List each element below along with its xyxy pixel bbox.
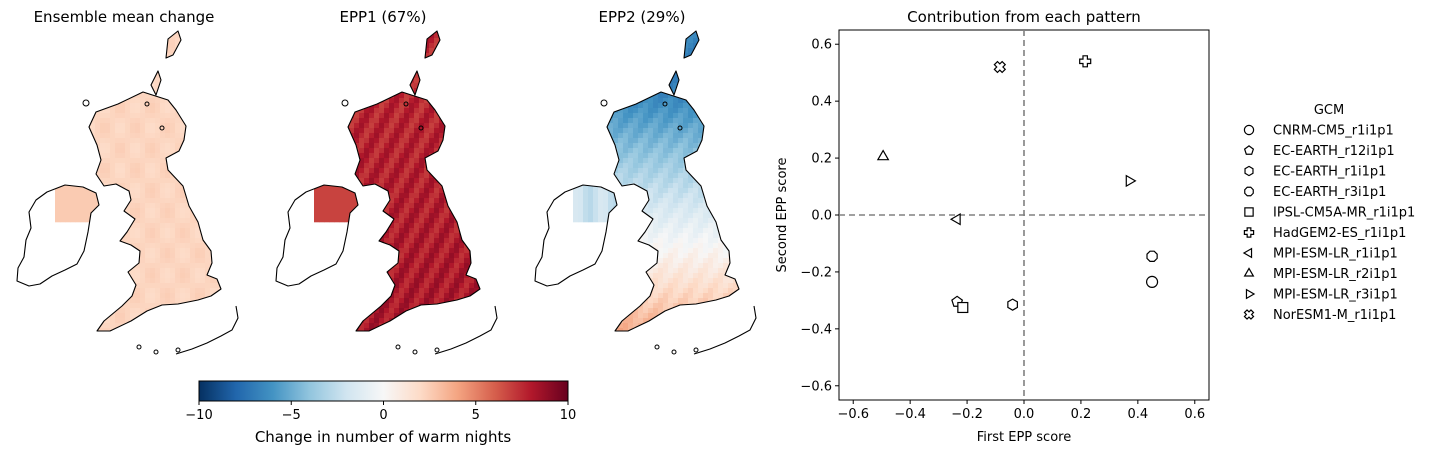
legend-label: CNRM-CM5_r1i1p1 [1273,124,1394,139]
island-outline [342,100,348,106]
legend-label: EC-EARTH_r3i1p1 [1273,185,1386,200]
colorbar-tick-label: 5 [472,408,480,423]
continent-coastline [176,306,238,354]
legend-marker [1245,268,1254,276]
y-tick-label: 0.2 [811,152,832,167]
point-IPSL-CM5A-MR_r1i1p1 [958,303,968,313]
island-outline [672,350,676,354]
y-tick-label: −0.4 [800,322,832,337]
gb-field [603,28,743,338]
map-panel-title: EPP1 (67%) [340,8,427,26]
legend-marker [1246,290,1254,299]
y-tick-label: −0.2 [800,265,832,280]
map-panel-title: Ensemble mean change [34,8,215,26]
x-tick-label: 0.0 [1014,407,1035,422]
legend-marker [1242,308,1255,321]
map-panel-2: EPP1 (67%) [276,8,497,354]
point-HadGEM2-ES_r1i1p1 [1080,56,1091,67]
continent-coastline [694,306,756,354]
x-axis-label: First EPP score [977,430,1071,445]
point-CNRM-CM5_r1i1p1 [1147,276,1158,287]
y-tick-label: 0.0 [811,209,832,224]
legend: GCM CNRM-CM5_r1i1p1 EC-EARTH_r12i1p1 EC-EA… [1242,103,1415,323]
colorbar-tick-label: −10 [185,408,212,423]
legend-item: EC-EARTH_r3i1p1 [1245,185,1387,200]
map-panels: Ensemble mean change EPP1 (67%) EPP2 (29%) [17,8,756,354]
colorbar: −10 −5 0 5 10 Change in number of warm night… [185,381,576,446]
legend-marker [1245,146,1254,154]
x-tick-label: 0.6 [1184,407,1205,422]
legend-marker [1245,208,1253,216]
legend-label: HadGEM2-ES_r1i1p1 [1273,226,1406,241]
legend-marker [1245,187,1254,196]
legend-label: NorESM1-M_r1i1p1 [1273,308,1396,323]
point-MPI-ESM-LR_r2i1p1 [878,151,888,160]
gb-field [344,28,484,338]
island-outline [694,348,698,352]
legend-label: EC-EARTH_r12i1p1 [1273,144,1395,159]
legend-label: MPI-ESM-LR_r3i1p1 [1273,288,1398,303]
island-outline [176,348,180,352]
map-panel-title: EPP2 (29%) [599,8,686,26]
scatter-chart: Contribution from each pattern −0.6−0.4−… [775,8,1209,445]
point-NorESM1-M_r1i1p1 [992,59,1008,75]
legend-label: MPI-ESM-LR_r2i1p1 [1273,267,1398,282]
island-outline [655,345,659,349]
legend-marker [1244,249,1252,258]
point-EC-EARTH_r1i1p1 [1008,299,1018,310]
legend-item: HadGEM2-ES_r1i1p1 [1244,226,1406,241]
legend-label: EC-EARTH_r1i1p1 [1273,165,1386,180]
legend-marker [1244,125,1253,134]
colorbar-label: Change in number of warm nights [255,428,512,446]
island-outline [435,348,439,352]
island-outline [154,350,158,354]
legend-item: NorESM1-M_r1i1p1 [1242,308,1396,323]
point-EC-EARTH_r3i1p1 [1147,251,1157,261]
legend-item: EC-EARTH_r1i1p1 [1245,165,1386,180]
colorbar-gradient [199,381,568,401]
colorbar-tick-label: −5 [282,408,301,423]
legend-item: MPI-ESM-LR_r2i1p1 [1245,267,1398,282]
island-outline [83,100,89,106]
reference-lines [839,30,1209,400]
legend-item: EC-EARTH_r12i1p1 [1245,144,1395,159]
x-tick-label: −0.6 [837,407,869,422]
x-tick-label: −0.4 [894,407,926,422]
legend-item: CNRM-CM5_r1i1p1 [1244,124,1393,139]
legend-marker [1244,228,1253,237]
y-axis-ticks: −0.6 −0.4 −0.2 0.0 0.2 0.4 0.6 [800,38,839,395]
y-tick-label: 0.4 [811,95,832,110]
y-axis-label: Second EPP score [775,158,790,273]
y-tick-label: −0.6 [800,379,832,394]
legend-label: IPSL-CM5A-MR_r1i1p1 [1273,206,1415,221]
colorbar-tick-label: 10 [560,408,577,423]
x-tick-label: −0.2 [951,407,983,422]
island-outline [396,345,400,349]
x-axis-ticks: −0.6 −0.4 −0.2 0.0 0.2 0.4 0.6 [837,400,1205,422]
island-outline [137,345,141,349]
chart-title: Contribution from each pattern [907,8,1141,26]
x-tick-label: 0.4 [1128,407,1149,422]
legend-item: MPI-ESM-LR_r3i1p1 [1246,288,1397,303]
legend-items: CNRM-CM5_r1i1p1 EC-EARTH_r12i1p1 EC-EARTH_… [1242,124,1415,324]
legend-title: GCM [1314,103,1344,118]
colorbar-ticks: −10 −5 0 5 10 [185,401,576,423]
data-points [878,56,1158,313]
legend-label: MPI-ESM-LR_r1i1p1 [1273,247,1398,262]
island-outline [413,350,417,354]
colorbar-tick-label: 0 [379,408,387,423]
island-outline [601,100,607,106]
legend-item: IPSL-CM5A-MR_r1i1p1 [1245,206,1415,221]
legend-marker [1245,166,1253,175]
map-panel-1: Ensemble mean change [17,8,238,354]
continent-coastline [435,306,497,354]
point-MPI-ESM-LR_r3i1p1 [1126,176,1135,186]
map-panel-3: EPP2 (29%) [535,8,756,354]
x-tick-label: 0.2 [1071,407,1092,422]
y-tick-label: 0.6 [811,38,832,53]
legend-item: MPI-ESM-LR_r1i1p1 [1244,247,1398,262]
gb-field [85,28,225,338]
